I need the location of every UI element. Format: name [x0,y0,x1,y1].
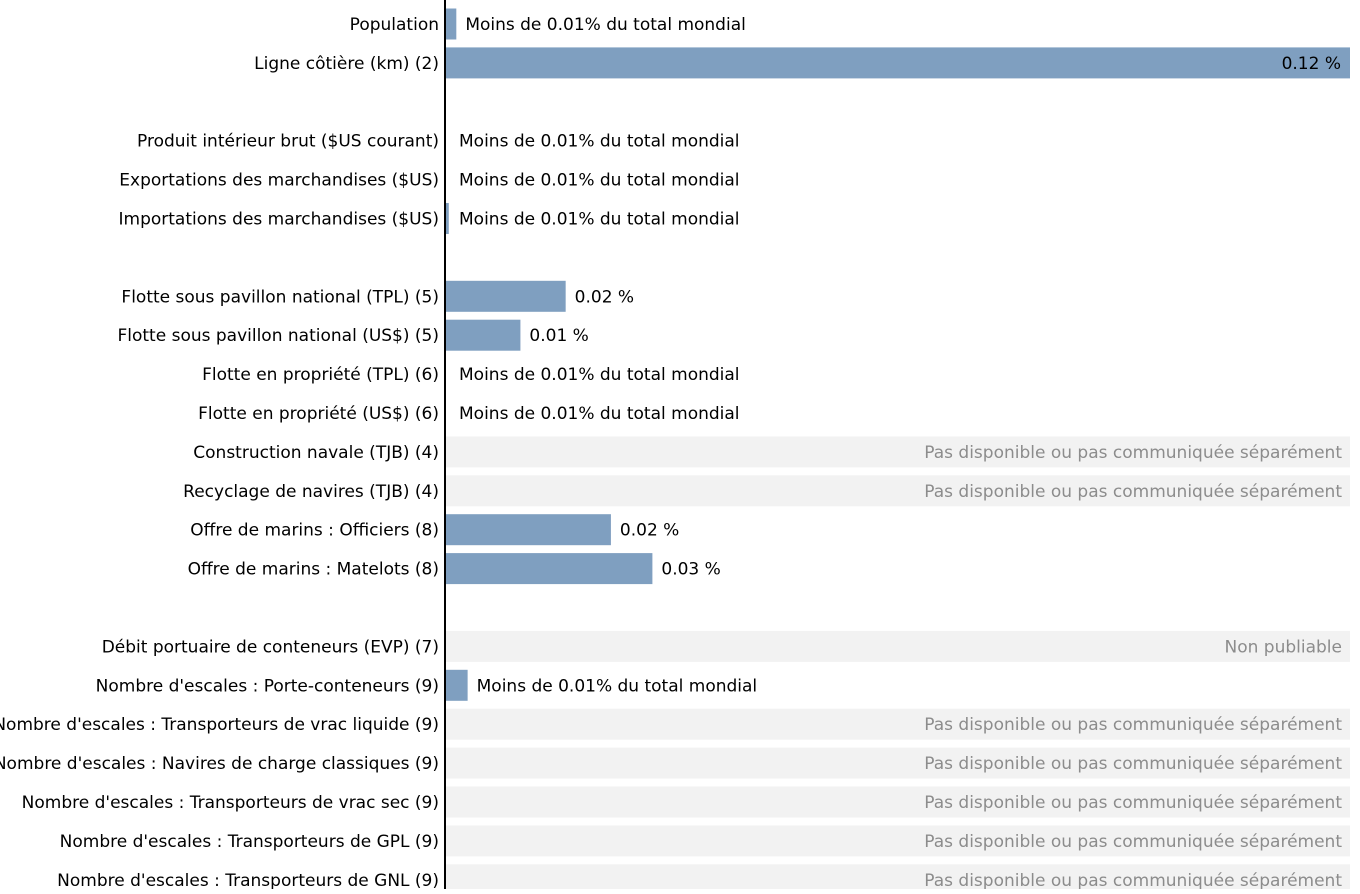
not-available-band [446,475,1350,507]
data-label: 0.02 % [575,287,634,307]
category-label: Flotte en propriété (TPL) (6) [202,365,439,385]
category-label: Produit intérieur brut ($US courant) [137,132,439,152]
bar[interactable] [445,319,521,351]
data-label: Moins de 0.01% du total mondial [477,676,758,696]
data-label: 0.02 % [620,521,679,541]
data-label: 0.12 % [1282,54,1341,74]
bar[interactable] [445,8,457,40]
not-available-band [446,630,1350,662]
category-label: Exportations des marchandises ($US) [119,171,439,191]
not-available-label: Pas disponible ou pas communiquée séparé… [924,443,1342,463]
category-label: Offre de marins : Matelots (8) [188,560,439,580]
not-available-label: Pas disponible ou pas communiquée séparé… [924,832,1342,852]
data-label: Moins de 0.01% du total mondial [465,15,746,35]
data-label: 0.03 % [661,560,720,580]
category-label: Nombre d'escales : Transporteurs de vrac… [0,715,439,735]
category-label: Nombre d'escales : Navires de charge cla… [0,754,439,774]
category-label: Ligne côtière (km) (2) [254,54,439,74]
not-available-label: Pas disponible ou pas communiquée séparé… [924,871,1342,889]
data-label: Moins de 0.01% du total mondial [459,132,740,152]
data-label: Moins de 0.01% du total mondial [459,365,740,385]
not-available-band [446,747,1350,779]
not-available-band [446,436,1350,468]
category-label: Population [350,15,439,35]
data-label: Moins de 0.01% du total mondial [459,404,740,424]
not-available-label: Pas disponible ou pas communiquée séparé… [924,715,1342,735]
category-label: Recyclage de navires (TJB) (4) [183,482,439,502]
not-available-label: Pas disponible ou pas communiquée séparé… [924,754,1342,774]
category-label: Débit portuaire de conteneurs (EVP) (7) [102,637,439,657]
category-label: Importations des marchandises ($US) [119,210,440,230]
category-label: Construction navale (TJB) (4) [193,443,439,463]
category-label: Flotte sous pavillon national (TPL) (5) [121,287,439,307]
bar[interactable] [445,47,1350,79]
bar[interactable] [445,669,468,701]
not-available-label: Pas disponible ou pas communiquée séparé… [924,482,1342,502]
bar[interactable] [445,514,611,546]
category-label: Flotte en propriété (US$) (6) [198,404,439,424]
category-label: Flotte sous pavillon national (US$) (5) [117,326,439,346]
category-label: Nombre d'escales : Transporteurs de GPL … [60,832,439,852]
data-label: Moins de 0.01% du total mondial [459,171,740,191]
not-available-band [446,708,1350,740]
category-label: Nombre d'escales : Porte-conteneurs (9) [96,676,439,696]
category-label: Nombre d'escales : Transporteurs de GNL … [57,871,439,889]
not-available-label: Pas disponible ou pas communiquée séparé… [924,793,1342,813]
data-label: 0.01 % [529,326,588,346]
bar[interactable] [445,203,449,234]
not-available-label: Non publiable [1225,637,1343,657]
not-available-band [446,825,1350,857]
data-label: Moins de 0.01% du total mondial [459,210,740,230]
category-label: Offre de marins : Officiers (8) [190,521,439,541]
not-available-band [446,786,1350,818]
bar[interactable] [445,280,566,312]
bar[interactable] [445,553,653,585]
category-label: Nombre d'escales : Transporteurs de vrac… [22,793,439,813]
